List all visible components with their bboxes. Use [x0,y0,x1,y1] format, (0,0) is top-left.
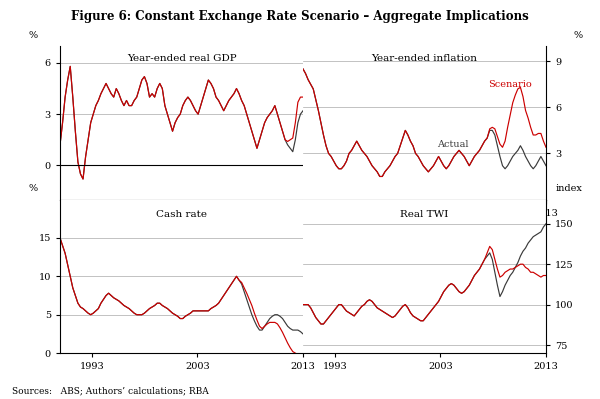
Text: Year-ended real GDP: Year-ended real GDP [127,53,236,63]
Text: Real TWI: Real TWI [400,210,449,219]
Text: Cash rate: Cash rate [156,210,207,219]
Text: Scenario: Scenario [488,80,532,89]
Text: Actual: Actual [437,140,468,149]
Text: Figure 6: Constant Exchange Rate Scenario – Aggregate Implications: Figure 6: Constant Exchange Rate Scenari… [71,10,529,23]
Text: index: index [556,184,583,194]
Text: %: % [28,184,38,194]
Text: Year-ended inflation: Year-ended inflation [371,53,478,63]
Text: %: % [28,31,38,40]
Text: Sources:   ABS; Authors’ calculations; RBA: Sources: ABS; Authors’ calculations; RBA [12,386,209,395]
Text: %: % [574,31,583,40]
